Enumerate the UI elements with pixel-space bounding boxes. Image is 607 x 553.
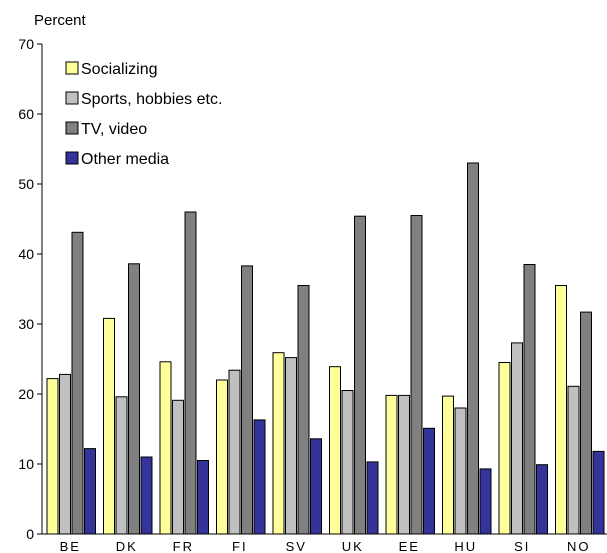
bar-socializing-sv (272, 352, 285, 535)
bar-socializing-dk (103, 317, 115, 535)
legend-label-sports-hobbies-etc: Sports, hobbies etc. (81, 91, 222, 108)
bar-other-media-fi (253, 419, 266, 535)
x-tick-label-hu: HU (454, 539, 477, 553)
bar-tv-video-sv (297, 285, 310, 535)
y-tick-label-40: 40 (18, 246, 34, 262)
x-tick-label-no: NO (567, 539, 591, 553)
bars-layer (46, 162, 605, 535)
legend-background (43, 45, 273, 175)
bar-sports-hobbies-etc-si (511, 342, 523, 535)
bar-sports-hobbies-etc-uk (341, 390, 354, 535)
y-tick-label-10: 10 (18, 456, 34, 472)
axis-layer: BE DK FR FI SV UK EE HU SI NO 0 10 20 30 40 50 60 70 (18, 36, 607, 553)
bar-tv-video-ee (410, 215, 423, 535)
y-tick-label-60: 60 (18, 106, 34, 122)
bar-tv-video-no (580, 311, 592, 535)
bar-tv-video-hu (467, 162, 479, 535)
bar-other-media-ee (423, 427, 435, 535)
legend: Socializing Sports, hobbies etc. TV, video… (43, 45, 273, 175)
bar-socializing-be (46, 378, 59, 535)
bar-sports-hobbies-etc-dk (115, 396, 128, 535)
x-tick-label-fi: FI (232, 539, 248, 553)
legend-swatch-tv-video (65, 121, 79, 135)
x-tick-label-fr: FR (173, 539, 194, 553)
bar-socializing-si (498, 362, 511, 535)
legend-label-other-media: Other media (81, 151, 169, 168)
bar-sports-hobbies-etc-ee (398, 394, 410, 535)
x-tick-label-sv: SV (286, 539, 307, 553)
bar-tv-video-si (523, 264, 536, 535)
legend-label-socializing: Socializing (81, 61, 157, 78)
bar-other-media-uk (366, 461, 379, 535)
x-tick-label-dk: DK (116, 539, 138, 553)
bar-sports-hobbies-etc-fi (228, 369, 241, 535)
bar-other-media-fr (197, 460, 209, 535)
legend-label-tv-video: TV, video (81, 121, 147, 138)
x-tick-label-be: BE (60, 539, 81, 553)
bar-socializing-ee (385, 394, 398, 535)
y-tick-label-70: 70 (18, 36, 34, 52)
bar-other-media-hu (479, 468, 492, 535)
bar-sports-hobbies-etc-no (567, 385, 580, 535)
bar-tv-video-dk (128, 263, 140, 535)
bar-sports-hobbies-etc-fr (172, 399, 184, 535)
y-tick-label-20: 20 (18, 386, 34, 402)
bar-socializing-no (555, 285, 567, 535)
y-tick-label-50: 50 (18, 176, 34, 192)
legend-swatch-sports-hobbies-etc (65, 91, 79, 105)
bar-tv-video-uk (354, 215, 366, 535)
x-tick-label-ee: EE (399, 539, 420, 553)
bar-sports-hobbies-etc-be (59, 373, 71, 535)
bar-tv-video-fi (241, 265, 253, 535)
bar-sports-hobbies-etc-sv (285, 357, 297, 535)
y-tick-label-0: 0 (26, 526, 34, 542)
bar-other-media-be (84, 448, 96, 535)
y-axis-title: Percent (34, 12, 87, 29)
legend-swatch-other-media (65, 151, 79, 165)
bar-tv-video-fr (184, 211, 197, 535)
bar-socializing-fr (159, 361, 172, 535)
bar-socializing-hu (442, 395, 454, 535)
x-tick-label-si: SI (514, 539, 530, 553)
legend-swatch-socializing (65, 61, 79, 75)
bar-other-media-no (592, 450, 605, 535)
bar-tv-video-be (71, 231, 84, 535)
bar-sports-hobbies-etc-hu (454, 407, 467, 535)
bar-other-media-dk (140, 456, 153, 535)
bar-other-media-si (536, 464, 548, 535)
bar-other-media-sv (310, 438, 322, 535)
y-tick-label-30: 30 (18, 316, 34, 332)
bar-socializing-uk (329, 366, 341, 535)
bar-socializing-fi (216, 379, 228, 535)
x-tick-label-uk: UK (342, 539, 364, 553)
